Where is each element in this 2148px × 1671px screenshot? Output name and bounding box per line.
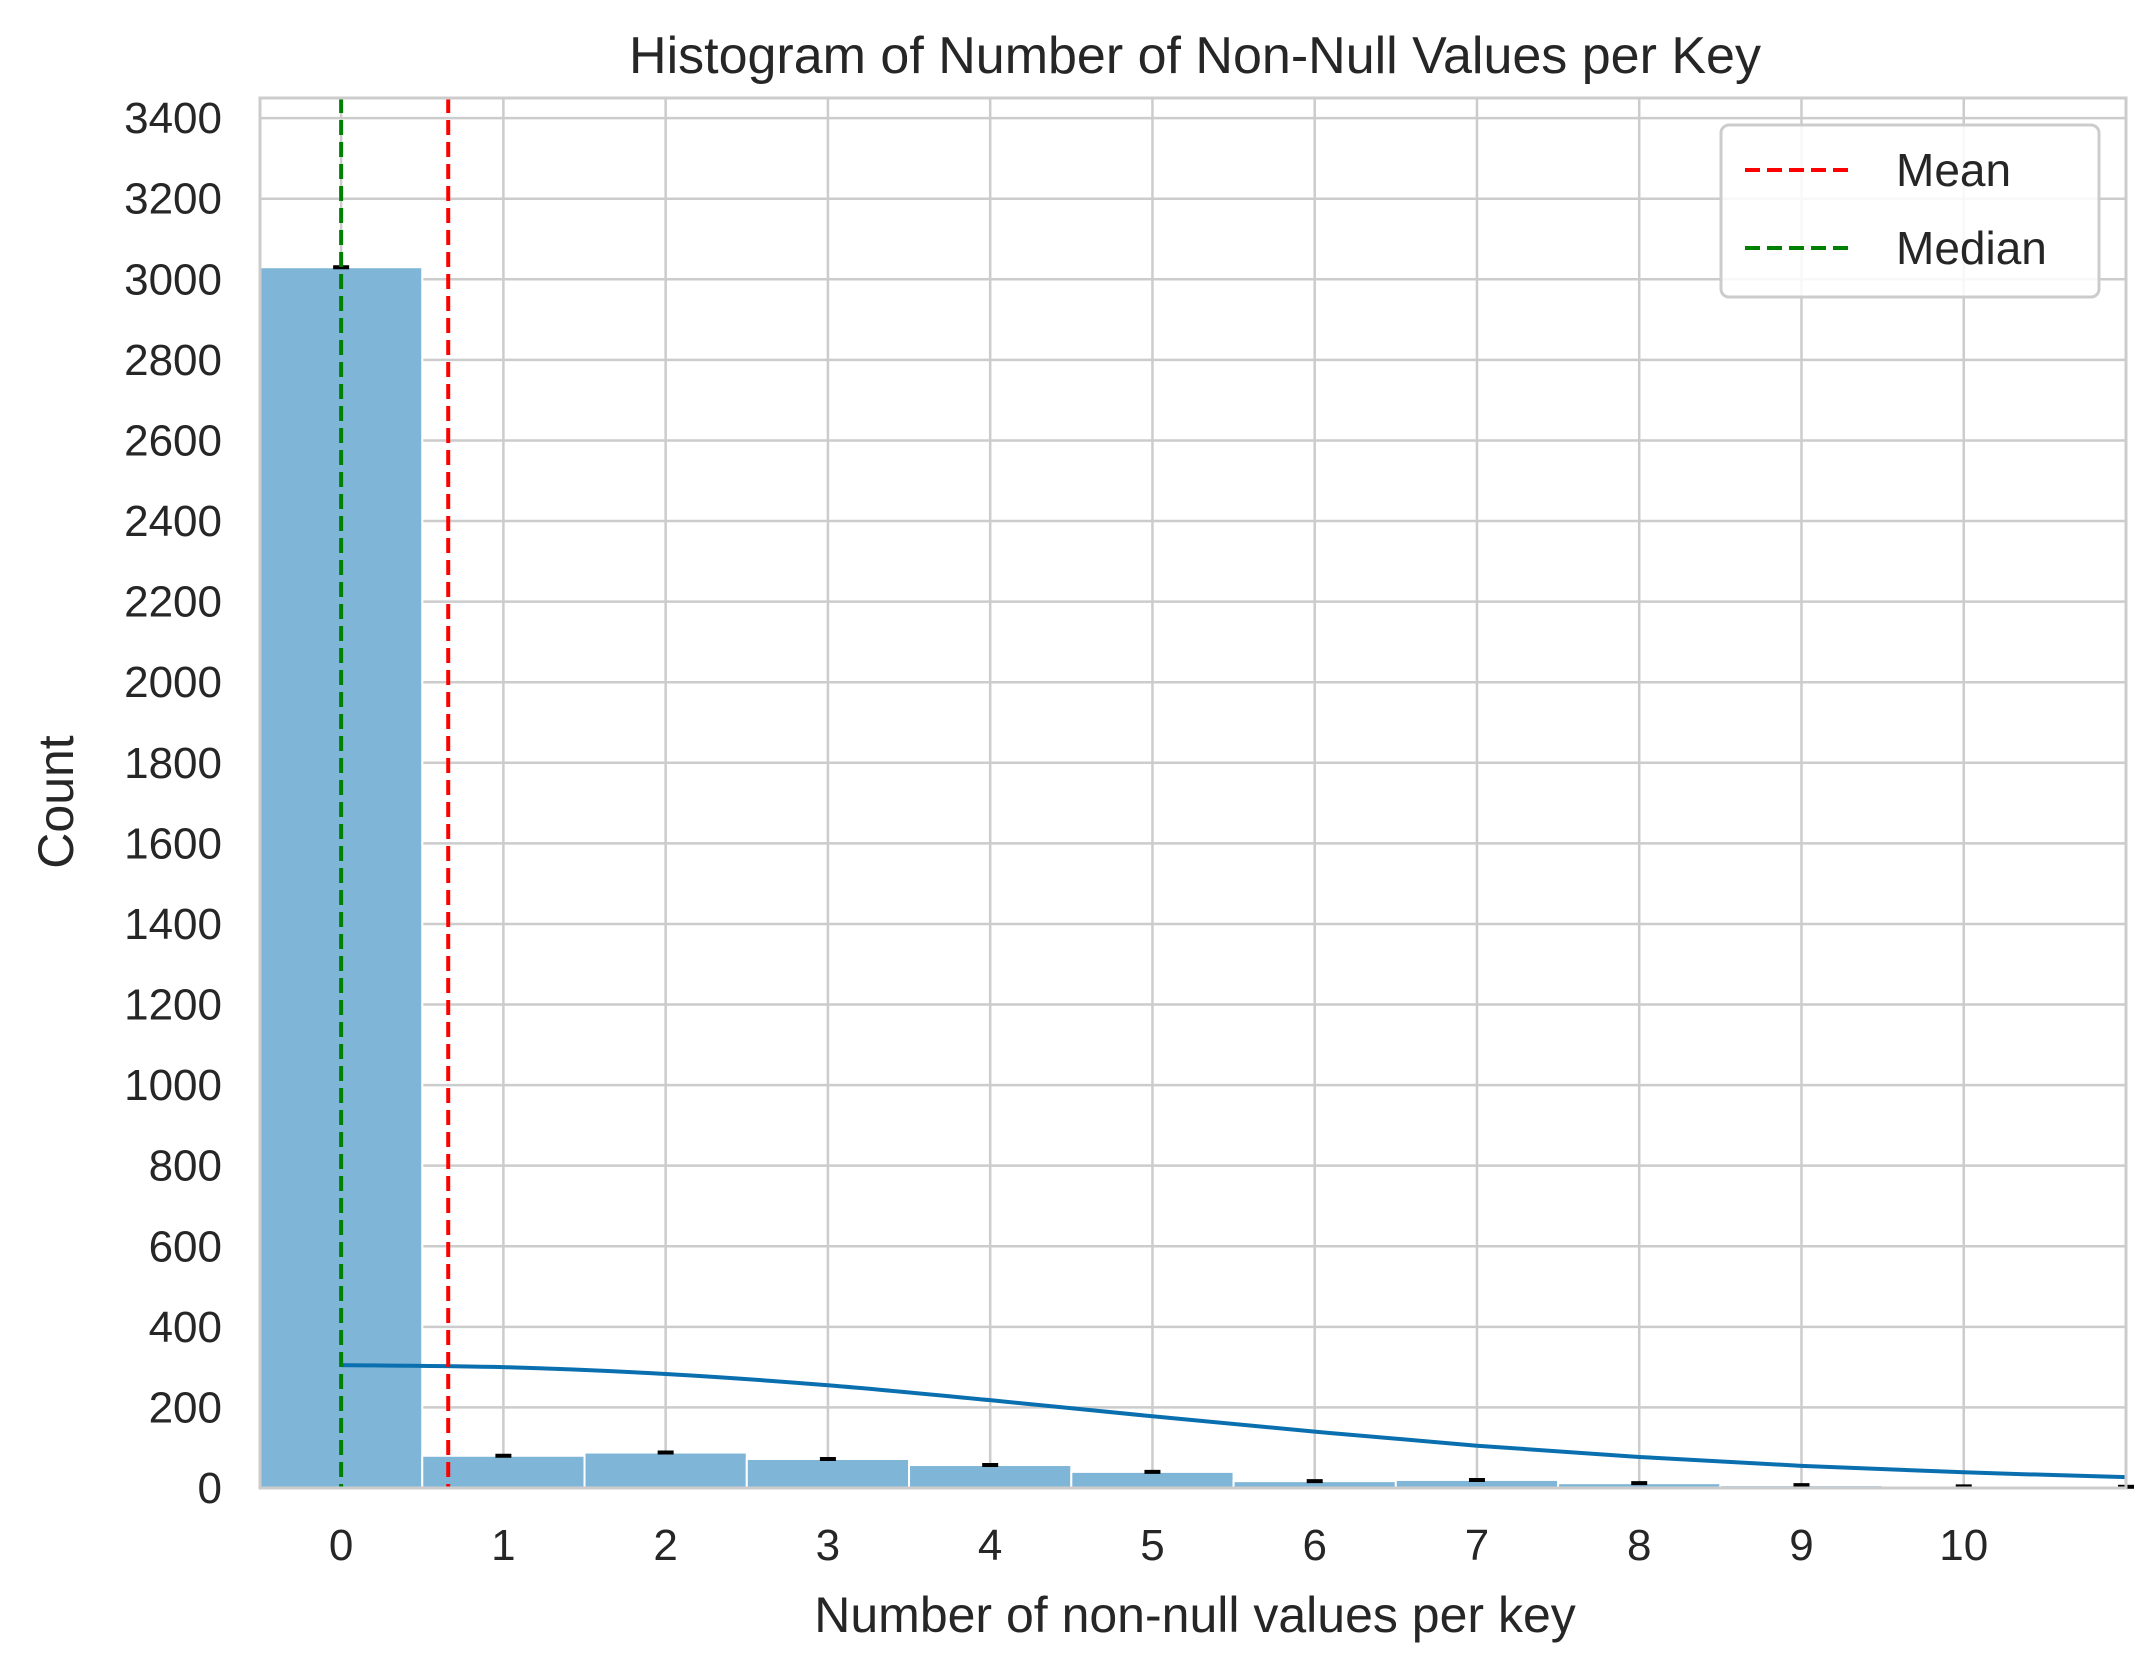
x-axis-title: Number of non-null values per key <box>814 1587 1576 1643</box>
x-tick-label: 9 <box>1789 1521 1813 1570</box>
x-tick-label: 0 <box>329 1521 353 1570</box>
plot-border <box>258 96 2128 1490</box>
x-tick-label: 6 <box>1302 1521 1326 1570</box>
x-tick-label: 5 <box>1140 1521 1164 1570</box>
y-tick-label: 2800 <box>124 336 222 385</box>
x-tick-label: 3 <box>816 1521 840 1570</box>
bars-layer <box>259 266 2127 1490</box>
grid-layer <box>260 98 2126 1490</box>
x-tick-labels: 0 1 2 3 4 5 6 7 8 9 10 <box>329 1521 1988 1570</box>
y-tick-label: 1200 <box>124 981 222 1030</box>
y-tick-label: 800 <box>149 1142 222 1191</box>
y-tick-label: 1400 <box>124 900 222 949</box>
reference-lines-layer <box>339 98 451 1488</box>
plot-frame <box>258 96 2128 1490</box>
y-tick-label: 3000 <box>124 255 222 304</box>
y-tick-label: 0 <box>198 1464 222 1513</box>
histogram-bar <box>745 1457 911 1490</box>
y-tick-label: 3200 <box>124 175 222 224</box>
kde-layer <box>341 1363 2127 1480</box>
legend-label-median: Median <box>1896 222 2047 274</box>
histogram-bar <box>908 1464 1073 1490</box>
y-tick-label: 200 <box>149 1383 222 1432</box>
histogram-bar <box>1070 1470 1235 1489</box>
y-axis-title: Count <box>28 735 84 869</box>
error-caps-layer <box>333 265 2134 1489</box>
y-tick-label: 3400 <box>124 94 222 143</box>
x-tick-label: 2 <box>653 1521 677 1570</box>
x-tick-label: 4 <box>978 1521 1002 1570</box>
y-tick-label: 600 <box>149 1222 222 1271</box>
x-tick-label: 7 <box>1465 1521 1489 1570</box>
histogram-bar <box>583 1451 748 1489</box>
y-tick-label: 1000 <box>124 1061 222 1110</box>
y-tick-label: 1600 <box>124 819 222 868</box>
y-tick-label: 400 <box>149 1303 222 1352</box>
y-tick-label: 2200 <box>124 578 222 627</box>
y-tick-label: 2000 <box>124 658 222 707</box>
legend-label-mean: Mean <box>1896 144 2011 196</box>
y-tick-label: 2600 <box>124 416 222 465</box>
y-tick-label: 2400 <box>124 497 222 546</box>
y-tick-labels: 0 200 400 600 800 1000 1200 1400 1600 1800 2000 220… <box>124 94 222 1513</box>
legend: Mean Median <box>1719 123 2101 299</box>
x-tick-label: 10 <box>1939 1521 1988 1570</box>
kde-curve <box>341 1363 2127 1480</box>
x-tick-label: 8 <box>1627 1521 1651 1570</box>
chart-title: Histogram of Number of Non-Null Values p… <box>629 27 1761 85</box>
x-tick-label: 1 <box>491 1521 515 1570</box>
y-tick-label: 1800 <box>124 739 222 788</box>
